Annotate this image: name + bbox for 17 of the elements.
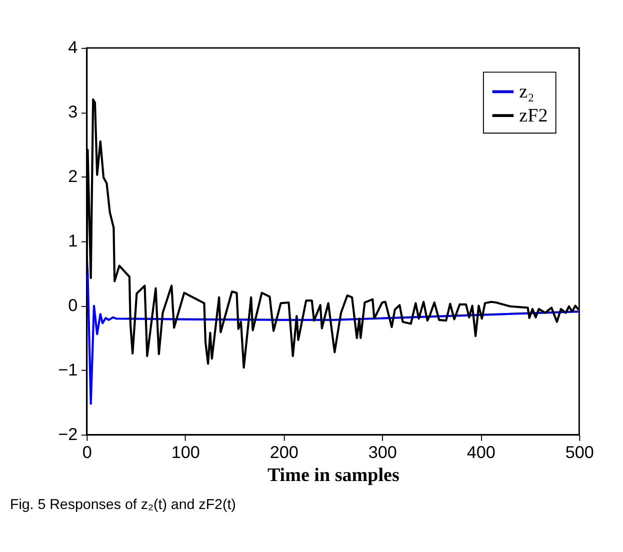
y-tick-label: 2 [68, 166, 78, 186]
x-tick-label: 200 [270, 442, 298, 462]
x-tick-label: 0 [82, 442, 92, 462]
y-tick-label: 1 [68, 230, 78, 251]
x-tick-label: 100 [171, 442, 200, 462]
x-axis-title: Time in samples [267, 464, 400, 486]
x-tick-label: 400 [466, 442, 496, 462]
y-tick-label: 0 [68, 294, 78, 315]
x-tick-label: 300 [368, 442, 397, 462]
y-tick-label: 3 [68, 102, 78, 122]
legend-label: zF2 [519, 105, 548, 126]
y-tick-label: 4 [68, 37, 78, 58]
x-tick-label: 500 [565, 442, 594, 462]
caption: Fig. 5 Responses of z₂(t) and zF2(t) [10, 496, 236, 513]
legend-label: z₂ [519, 81, 534, 102]
y-tick-label: −1 [58, 359, 78, 380]
y-tick-label: −2 [58, 424, 78, 444]
